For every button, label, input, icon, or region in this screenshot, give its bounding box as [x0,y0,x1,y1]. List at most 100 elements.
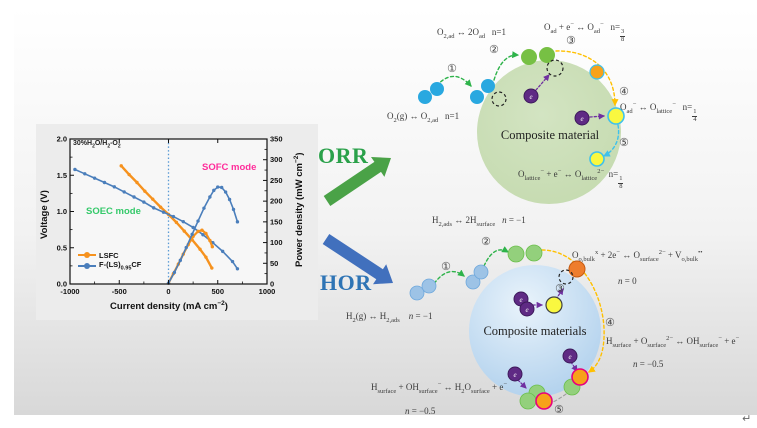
orr-step3-equation: Oad + e− ↔ Oad− n= 3 8 [544,21,626,43]
electron-label: e [580,115,583,123]
oxygen-vacancy [546,59,564,77]
voltage-axis-title: Voltage (V) [39,190,50,239]
svg-text:-500: -500 [112,287,127,296]
svg-text:100: 100 [270,238,283,247]
hor-step4-equation-n: n = −0.5 [633,359,664,369]
o2-gas-atom [430,82,444,96]
hor-surface-path-arc [541,249,605,373]
svg-text:2.0: 2.0 [57,135,67,144]
electron [507,366,523,382]
electron [519,301,535,317]
hor-step-5: ⑤ [554,403,564,416]
svg-text:500: 500 [211,287,224,296]
electron [574,110,590,126]
svg-text:350: 350 [270,135,283,144]
o2-adsorbed-atom [470,90,484,104]
hor-step5-equation-n: n = −0.5 [405,406,436,416]
orr-step-3: ③ [566,34,576,47]
legend-label: F-(LS)0.95CF [99,260,142,272]
oxygen-vacancy [558,269,574,285]
hor-step-3: ③ [555,282,565,295]
hor-step-2: ② [481,235,491,248]
flscf-line-marker-icon [78,263,96,269]
o-ad-ion [589,64,605,80]
h2o-surface-molecule [535,392,553,410]
orr-step-4: ④ [619,85,629,98]
electron-label: e [513,371,516,379]
orr-step-1: ① [447,62,457,75]
svg-text:200: 200 [270,197,283,206]
legend-item-flscf: F-(LS)0.95CF [78,260,142,272]
hor-step5-equation: Hsurface + OHsurface− ↔ H2Osurface + e− [371,381,508,395]
electron-label: e [529,93,532,101]
hor-step-4: ④ [605,316,615,329]
hor-dissociation-arc [483,246,510,267]
paragraph-return-mark: ↵ [742,412,752,425]
hor-electron-arrow-4 [517,379,527,389]
h-surface-atom [519,392,537,410]
electron [562,348,578,364]
svg-text:300: 300 [270,155,283,164]
chart-condition-annotation: 30%H2O/H2-O2 [73,140,121,150]
legend-item-lsfc: LSFC [78,250,141,260]
orr-step-2: ② [489,43,499,56]
orr-dissociation-arc [493,51,520,81]
o-lattice-ion [607,107,625,125]
lsfc-line-marker-icon [78,252,96,258]
orr-step2-equation: O2,ad ↔ 2Oad n=1 [437,27,506,40]
orr-step5-equation: Olattice− + e− ↔ Olattice2− n= 1 8 [518,168,624,190]
hor-step4-equation: Hsurface + Osurface2− ↔ OHsurface− + e− [606,335,740,349]
hor-bulk-equation: Oo,bulkx + 2e− ↔ Osurface2− + Vo,bulk•• [572,249,703,263]
h2-adsorbed-atom [473,264,489,280]
hor-sphere-label: Composite materials [483,324,587,338]
oxygen-vacancy [491,91,507,107]
svg-text:1.5: 1.5 [57,171,67,180]
o-surface-ion [545,296,563,314]
oh-surface-ion [571,368,589,386]
polarization-chart: -1000 -500 0 500 1000 0.0 0.5 1.0 1.5 2.0 0 50 100 15… [36,124,318,320]
h2-gas-atom [421,278,437,294]
hor-step-1: ① [441,260,451,273]
hor-bulk-equation-n: n = 0 [618,276,637,286]
hor-label: HOR [320,270,372,295]
svg-text:150: 150 [270,217,283,226]
o2-gas-atom [418,90,432,104]
svg-text:0: 0 [270,280,274,289]
chart-legend: LSFC F-(LS)0.95CF [78,250,142,272]
orr-step4-equation: Oad− ↔ Olattice− n= 1 4 [620,101,698,123]
orr-sphere-label: Composite material [500,128,600,142]
svg-text:1000: 1000 [259,287,276,296]
orr-composite-sphere [477,60,621,204]
svg-text:-1000: -1000 [60,287,79,296]
legend-label: LSFC [99,250,119,260]
h2-adsorbed-atom [465,274,481,290]
orr-label: ORR [318,143,369,168]
chart-plot: -1000 -500 0 500 1000 0.0 0.5 1.0 1.5 2.0 0 50 100 15… [57,135,283,297]
orr-electron-arrow-2 [589,113,606,120]
hor-composite-sphere [469,265,601,397]
h-surface-atom [525,244,543,262]
hor-arrow [322,234,393,285]
svg-text:250: 250 [270,176,283,185]
orr-adsorption-arc [432,75,472,91]
svg-text:0.5: 0.5 [57,243,67,252]
hor-adsorption-arc [430,269,465,289]
o2-adsorbed-atom [481,79,495,93]
o-adatom [521,49,537,65]
orr-step1-equation: O2(g) ↔ O2,ad n=1 [387,111,460,124]
current-axis-title: Current density (mA cm−2) [110,300,228,313]
h-surface-atom [507,245,525,263]
sofc-mode-label: SOFC mode [202,162,257,173]
svg-text:50: 50 [270,259,278,268]
o-lattice-ion [589,151,605,167]
electron-label: e [568,353,571,361]
orr-incorporation-arc [602,124,620,157]
electron-label: e [519,296,522,304]
h2-gas-atom [409,285,425,301]
svg-text:0.0: 0.0 [57,280,67,289]
o-bulk-ion [568,260,586,278]
hor-step1-equation: H2(g) ↔ H2,ads n = −1 [346,311,433,324]
electron-label: e [525,306,528,314]
orr-electron-arrow-1 [535,74,550,91]
